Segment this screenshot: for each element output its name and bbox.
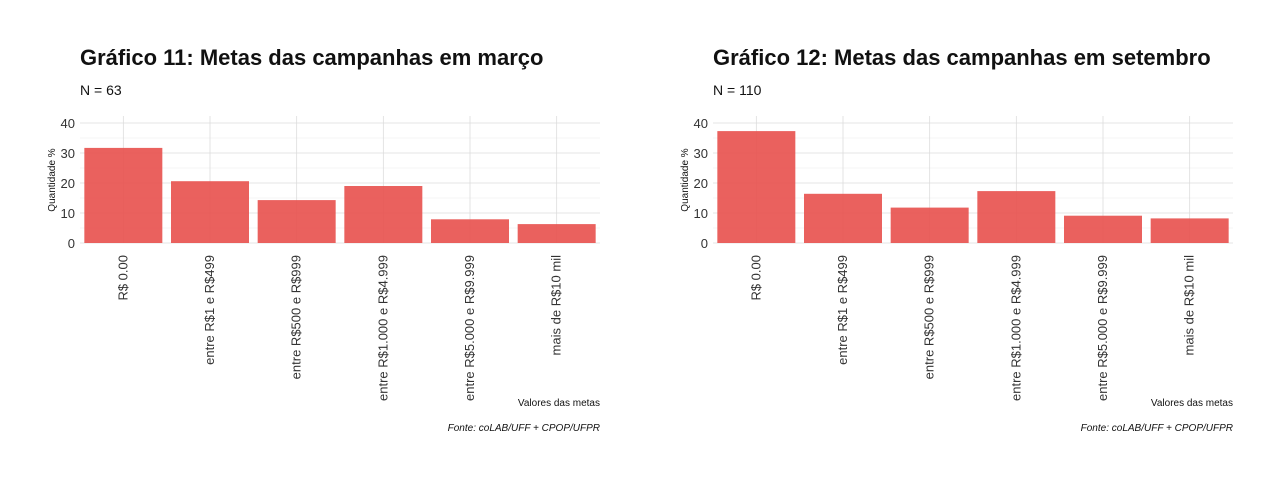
bar <box>431 219 509 243</box>
bar <box>84 147 163 243</box>
x-tick-label: entre R$5.000 e R$9.999 <box>462 255 477 401</box>
x-tick-label: mais de R$10 mil <box>549 255 564 356</box>
bar <box>804 193 882 243</box>
x-tick-label: R$ 0.00 <box>115 255 130 301</box>
y-tick-label: 30 <box>61 146 75 161</box>
x-axis-label: Valores das metas <box>518 398 600 409</box>
x-axis-label: Valores das metas <box>1151 398 1233 409</box>
y-tick-label: 30 <box>694 146 708 161</box>
chart-subtitle: N = 63 <box>80 82 122 98</box>
x-tick-label: entre R$500 e R$999 <box>289 255 304 379</box>
chart-subtitle: N = 110 <box>713 82 762 98</box>
chart-panel-2: Gráfico 12: Metas das campanhas em setem… <box>633 0 1273 480</box>
y-tick-label: 10 <box>61 206 75 221</box>
plot-area: 0 10 20 30 40 R$ 0.00 entre R$1 e R$499 entre R… <box>61 116 600 401</box>
y-tick-label: 10 <box>694 206 708 221</box>
y-tick-label: 20 <box>61 176 75 191</box>
x-tick-label: mais de R$10 mil <box>1182 255 1197 356</box>
chart-panel-1: Gráfico 11: Metas das campanhas em março… <box>47 45 600 434</box>
bar <box>890 207 969 243</box>
chart-title: Gráfico 11: Metas das campanhas em março <box>80 45 543 70</box>
y-tick-label: 40 <box>61 116 75 131</box>
y-tick-label: 0 <box>68 236 75 251</box>
y-tick-label: 40 <box>694 116 708 131</box>
bar <box>171 181 249 243</box>
plot-area: 0 10 20 30 40 R$ 0.00 entre R$1 e R$499 entre R… <box>694 116 1233 401</box>
y-tick-label: 20 <box>694 176 708 191</box>
chart-caption: Fonte: coLAB/UFF + CPOP/UFPR <box>1081 423 1233 434</box>
x-tick-label: R$ 0.00 <box>748 255 763 301</box>
x-tick-label: entre R$500 e R$999 <box>922 255 937 379</box>
chart-title: Gráfico 12: Metas das campanhas em setem… <box>713 45 1211 70</box>
y-axis-label: Quantidade % <box>680 148 691 211</box>
bar <box>1150 218 1229 243</box>
chart-caption: Fonte: coLAB/UFF + CPOP/UFPR <box>448 423 600 434</box>
chart-1-svg: Gráfico 11: Metas das campanhas em março… <box>47 45 600 434</box>
bar <box>717 131 796 243</box>
bar <box>257 200 336 243</box>
bar <box>977 191 1056 243</box>
x-tick-label: entre R$1 e R$499 <box>835 255 850 365</box>
bar <box>1064 215 1142 243</box>
chart-2-svg: Gráfico 12: Metas das campanhas em setem… <box>680 45 1233 434</box>
x-tick-label: entre R$1.000 e R$4.999 <box>375 255 390 401</box>
x-tick-label: entre R$1 e R$499 <box>202 255 217 365</box>
x-tick-label: entre R$1.000 e R$4.999 <box>1008 255 1023 401</box>
y-tick-label: 0 <box>701 236 708 251</box>
bar <box>517 224 596 243</box>
y-axis-label: Quantidade % <box>47 148 58 211</box>
bar <box>344 186 423 243</box>
x-tick-label: entre R$5.000 e R$9.999 <box>1095 255 1110 401</box>
